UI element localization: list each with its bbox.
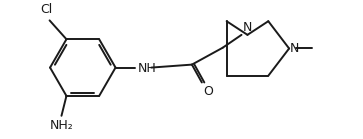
Text: NH₂: NH₂	[50, 119, 73, 132]
Text: O: O	[203, 85, 213, 98]
Text: NH: NH	[137, 62, 156, 75]
Text: N: N	[243, 21, 252, 34]
Text: N: N	[290, 42, 299, 55]
Text: Cl: Cl	[41, 3, 53, 16]
